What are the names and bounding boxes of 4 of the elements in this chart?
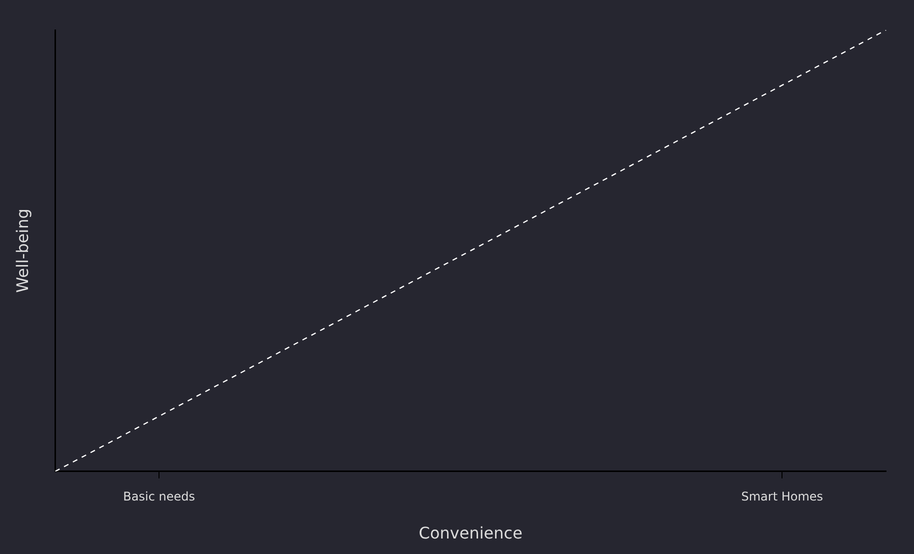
x-tick-label: Basic needs	[123, 490, 195, 504]
y-axis-title: Well-being	[12, 208, 32, 293]
x-tick-label: Smart Homes	[741, 490, 824, 504]
x-axis-title: Convenience	[418, 524, 522, 543]
